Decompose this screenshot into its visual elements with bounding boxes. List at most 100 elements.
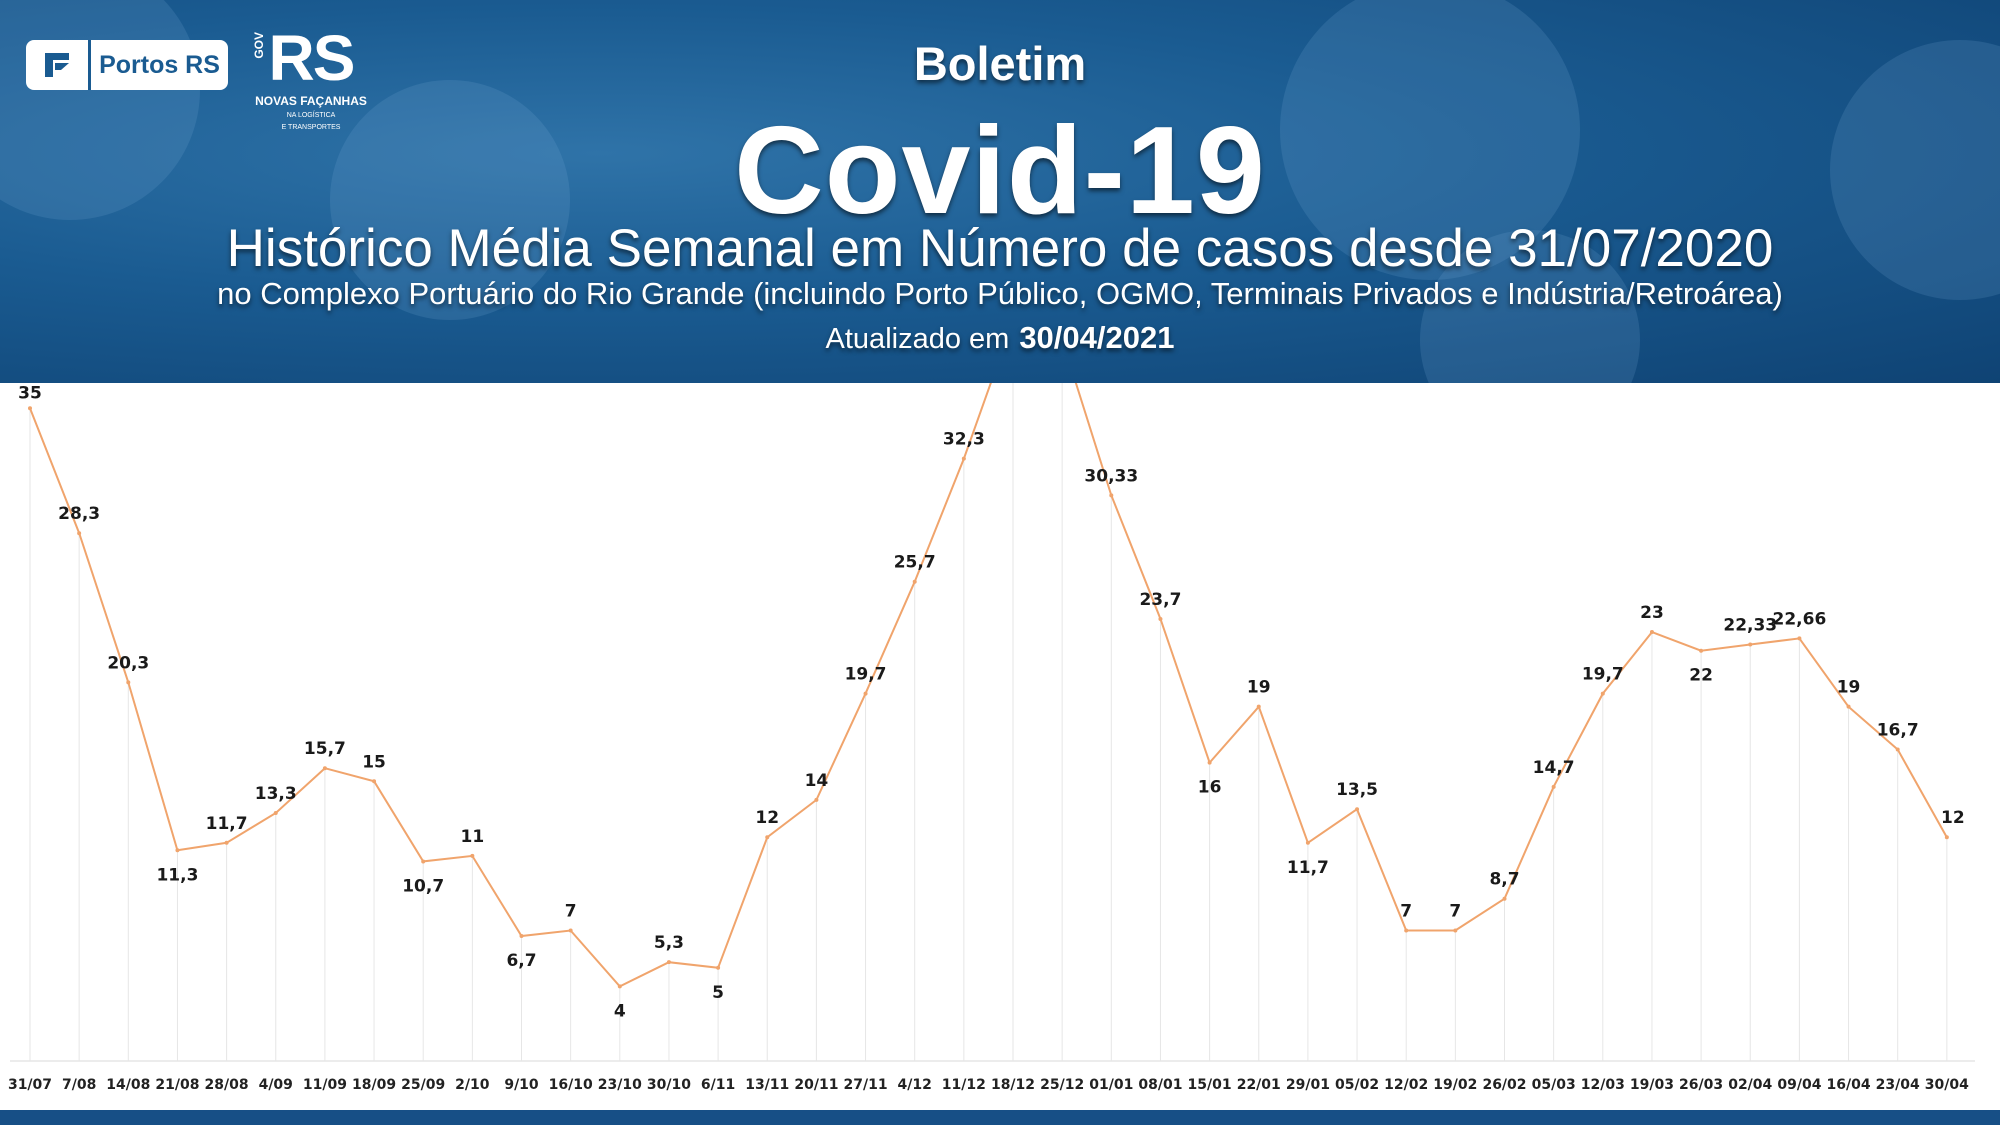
updated-date: 30/04/2021: [1019, 320, 1175, 355]
data-point: [765, 835, 770, 840]
data-label: 23: [1640, 603, 1664, 623]
data-point: [372, 779, 377, 784]
novas-facanhas-text: NOVAS FAÇANHAS: [255, 94, 367, 108]
x-tick-label: 12/02: [1384, 1077, 1428, 1093]
rs-logo-text: RS: [268, 22, 356, 94]
data-point: [1158, 616, 1163, 621]
x-tick-label: 23/10: [598, 1077, 642, 1093]
data-label: 28,3: [58, 504, 100, 524]
x-tick-label: 14/08: [106, 1077, 150, 1093]
data-label: 15,7: [304, 739, 346, 759]
data-point: [77, 531, 82, 536]
x-tick-label: 4/12: [898, 1077, 932, 1093]
x-tick-label: 25/12: [1040, 1077, 1084, 1093]
data-point: [1453, 928, 1458, 933]
data-point: [470, 853, 475, 858]
data-label: 16: [1198, 778, 1222, 798]
data-point: [1109, 493, 1114, 498]
header-banner: Portos RS GOV RS NOVAS FAÇANHAS NA LOGÍS…: [0, 0, 2000, 383]
x-tick-label: 19/02: [1433, 1077, 1477, 1093]
x-tick-label: 11/12: [942, 1077, 986, 1093]
data-label: 5: [712, 983, 724, 1003]
data-point: [814, 797, 819, 802]
data-label: 11,7: [206, 814, 248, 834]
data-label: 7: [1449, 901, 1461, 921]
data-label: 7: [1400, 901, 1412, 921]
x-tick-label: 25/09: [401, 1077, 445, 1093]
x-tick-label: 2/10: [455, 1077, 490, 1093]
x-tick-label: 23/04: [1876, 1077, 1920, 1093]
data-label: 19,7: [1582, 665, 1624, 685]
data-label: 7: [565, 901, 577, 921]
boletim-title: Boletim: [913, 37, 1087, 90]
x-tick-label: 16/10: [549, 1077, 593, 1093]
data-point: [1649, 630, 1654, 635]
data-point: [1600, 691, 1605, 696]
data-point: [1502, 896, 1507, 901]
x-tick-label: 18/12: [991, 1077, 1035, 1093]
x-tick-label: 31/07: [8, 1077, 52, 1093]
x-tick-label: 13/11: [745, 1077, 789, 1093]
data-label: 19: [1837, 678, 1861, 698]
data-label: 22,33: [1723, 616, 1777, 636]
updated-line: Atualizado em 30/04/2021: [0, 320, 2000, 356]
x-tick-label: 02/04: [1728, 1077, 1772, 1093]
x-tick-label: 21/08: [155, 1077, 199, 1093]
x-tick-label: 05/03: [1532, 1077, 1576, 1093]
x-tick-label: 7/08: [62, 1077, 96, 1093]
novas-sub-text-2: E TRANSPORTES: [281, 124, 341, 131]
data-point: [1256, 704, 1261, 709]
data-point: [175, 848, 180, 853]
x-tick-label: 30/10: [647, 1077, 691, 1093]
data-point: [912, 579, 917, 584]
data-point: [1895, 747, 1900, 752]
data-point: [224, 840, 229, 845]
data-label: 11,7: [1287, 858, 1329, 878]
data-point: [1944, 835, 1949, 840]
covid-title: Covid-19: [734, 102, 1266, 240]
data-label: 5,3: [654, 933, 684, 953]
data-label: 35: [18, 383, 42, 403]
data-point: [1355, 807, 1360, 812]
x-tick-label: 6/11: [701, 1077, 735, 1093]
portos-logo-text: Portos RS: [99, 50, 220, 79]
updated-label: Atualizado em: [825, 323, 1010, 355]
data-point: [1404, 928, 1409, 933]
x-tick-label: 9/10: [504, 1077, 539, 1093]
x-tick-label: 16/04: [1827, 1077, 1871, 1093]
subtitle: no Complexo Portuário do Rio Grande (inc…: [217, 276, 1783, 311]
data-label: 25,7: [894, 553, 936, 573]
x-tick-label: 19/03: [1630, 1077, 1674, 1093]
data-label: 23,7: [1139, 590, 1181, 610]
historico-title: Histórico Média Semanal em Número de cas…: [226, 219, 1774, 278]
data-point: [961, 456, 966, 461]
data-label: 19,7: [845, 665, 887, 685]
x-tick-label: 28/08: [205, 1077, 249, 1093]
data-label: 19: [1247, 678, 1271, 698]
data-point: [666, 960, 671, 965]
data-label: 13,3: [255, 784, 297, 804]
data-label: 11: [461, 827, 485, 847]
data-point: [273, 810, 278, 815]
x-tick-label: 29/01: [1286, 1077, 1330, 1093]
data-label: 14: [805, 771, 829, 791]
x-tick-label: 4/09: [259, 1077, 293, 1093]
data-label: 22,66: [1773, 609, 1827, 629]
data-point: [322, 766, 327, 771]
x-tick-label: 22/01: [1237, 1077, 1281, 1093]
bottom-bar: [0, 1110, 2000, 1125]
data-point: [1797, 636, 1802, 641]
data-point: [1551, 784, 1556, 789]
data-point: [568, 928, 573, 933]
data-label: 16,7: [1877, 721, 1919, 741]
data-label: 10,7: [402, 876, 444, 896]
chart-svg: 35 31/07 28,3 7/08 20,3 14/08 11,3 21/08 11,7 28/…: [8, 292, 1975, 1093]
data-label: 30,33: [1084, 466, 1138, 486]
portos-flag-icon: [26, 40, 91, 90]
x-tick-label: 30/04: [1925, 1077, 1969, 1093]
data-point: [1748, 642, 1753, 647]
x-tick-label: 15/01: [1188, 1077, 1232, 1093]
portos-rs-logo: Portos RS: [26, 40, 228, 90]
data-label: 11,3: [156, 865, 198, 885]
data-label: 32,3: [943, 430, 985, 450]
